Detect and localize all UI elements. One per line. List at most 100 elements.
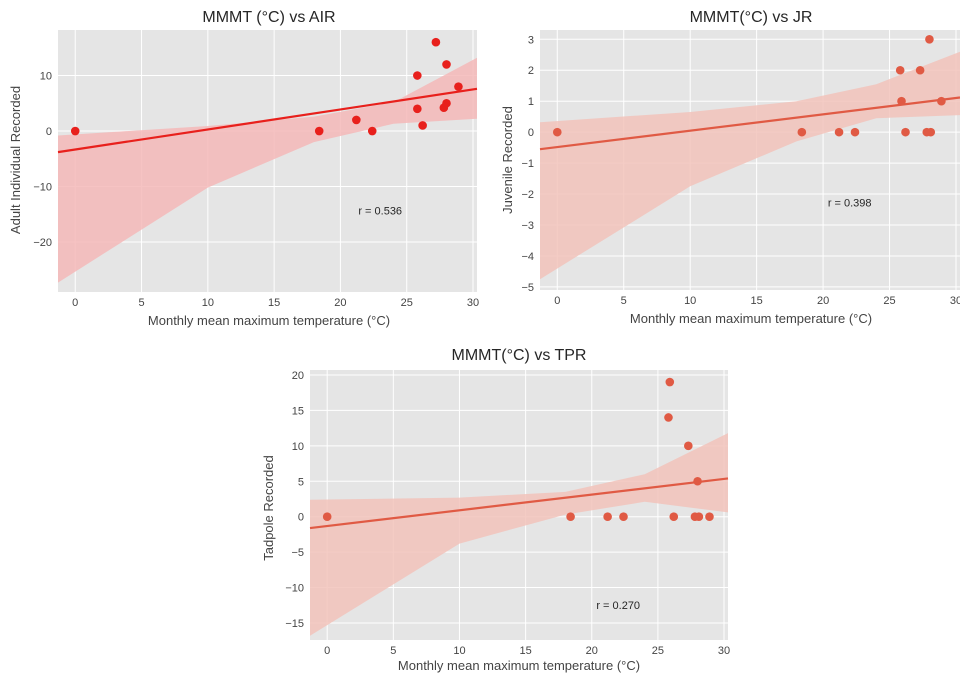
data-point	[897, 96, 906, 106]
y-tick-label: −10	[33, 182, 52, 194]
y-tick-label: −1	[521, 158, 534, 170]
confidence-band	[540, 51, 960, 280]
data-point	[926, 127, 936, 137]
x-tick-label: 20	[817, 295, 829, 307]
x-tick-label: 25	[652, 645, 664, 657]
x-tick-label: 10	[684, 295, 696, 307]
y-tick-label: −4	[521, 251, 534, 263]
data-point	[901, 127, 910, 137]
correlation-annotation: r = 0.536	[358, 205, 402, 217]
y-tick-label: 2	[528, 65, 534, 77]
y-tick-label: 10	[292, 441, 304, 453]
y-tick-label: 1	[528, 96, 534, 108]
data-point	[413, 104, 422, 114]
data-point	[454, 82, 463, 91]
x-tick-label: 25	[401, 297, 413, 309]
y-tick-label: −2	[521, 189, 534, 201]
y-tick-label: −10	[285, 583, 304, 595]
data-point	[418, 121, 427, 130]
data-point	[664, 413, 673, 422]
data-point	[70, 126, 80, 136]
y-tick-label: 3	[528, 34, 534, 46]
data-point	[352, 115, 361, 125]
x-tick-label: 10	[453, 645, 465, 657]
data-point	[834, 127, 844, 137]
y-tick-label: 20	[292, 370, 304, 382]
data-point	[925, 34, 934, 44]
y-axis-label: Juvenile Recorded	[500, 106, 515, 214]
y-tick-label: −20	[33, 237, 52, 249]
chart-air: MMMT (°C) vs AIR Monthly mean maximum te…	[8, 9, 479, 328]
y-axis-label: Tadpole Recorded	[261, 455, 276, 561]
plot-area	[539, 30, 960, 290]
data-point	[705, 512, 714, 521]
x-tick-label: 25	[883, 295, 895, 307]
chart-jr: MMMT(°C) vs JR Monthly mean maximum temp…	[500, 9, 960, 326]
x-tick-label: 15	[519, 645, 531, 657]
data-point	[850, 127, 860, 137]
data-point	[669, 512, 679, 521]
x-tick-label: 0	[554, 295, 560, 307]
y-tick-label: 0	[528, 127, 534, 139]
plot-area	[57, 30, 478, 292]
y-axis-label: Adult Individual Recorded	[8, 86, 23, 234]
chart-tpr: MMMT(°C) vs TPR Monthly mean maximum tem…	[261, 347, 730, 673]
data-point	[895, 65, 905, 75]
x-tick-label: 0	[72, 297, 78, 309]
x-tick-label: 20	[334, 297, 346, 309]
confidence-band	[310, 433, 728, 636]
y-tick-label: 5	[298, 476, 304, 488]
data-point	[915, 65, 925, 75]
chart-title: MMMT(°C) vs TPR	[452, 347, 587, 364]
confidence-band	[58, 57, 477, 283]
regression-line	[539, 96, 960, 151]
x-tick-label: 30	[950, 295, 960, 307]
correlation-annotation: r = 0.270	[596, 600, 640, 612]
data-point	[552, 127, 562, 137]
chart-title: MMMT(°C) vs JR	[690, 9, 813, 26]
data-point	[442, 98, 451, 108]
data-point	[693, 476, 702, 486]
correlation-annotation: r = 0.398	[828, 197, 872, 209]
x-tick-label: 10	[202, 297, 214, 309]
x-tick-label: 15	[751, 295, 763, 307]
data-point	[665, 377, 675, 387]
data-point	[694, 512, 704, 521]
y-tick-label: 0	[46, 126, 52, 138]
x-tick-label: 30	[467, 297, 479, 309]
data-point	[442, 60, 451, 69]
plot-area	[309, 370, 729, 640]
x-tick-label: 0	[324, 645, 330, 657]
y-tick-label: −3	[521, 220, 534, 232]
data-point	[413, 71, 422, 80]
x-tick-label: 5	[390, 645, 396, 657]
data-point	[367, 126, 377, 136]
regression-line	[309, 477, 729, 530]
x-tick-label: 5	[138, 297, 144, 309]
y-tick-label: −15	[285, 618, 304, 630]
x-axis-label: Monthly mean maximum temperature (°C)	[630, 311, 872, 326]
data-point	[314, 126, 324, 136]
y-tick-label: 15	[292, 405, 304, 417]
data-point	[431, 37, 441, 47]
data-point	[566, 512, 575, 521]
data-point	[684, 441, 693, 451]
y-tick-label: 10	[40, 71, 52, 83]
y-tick-label: −5	[291, 547, 304, 559]
y-tick-label: −5	[521, 282, 534, 294]
chart-title: MMMT (°C) vs AIR	[202, 9, 335, 26]
x-axis-label: Monthly mean maximum temperature (°C)	[398, 658, 640, 673]
x-tick-label: 20	[586, 645, 598, 657]
x-tick-label: 30	[718, 645, 730, 657]
x-axis-label: Monthly mean maximum temperature (°C)	[148, 313, 390, 328]
y-tick-label: 0	[298, 512, 304, 524]
data-point	[603, 512, 612, 521]
data-point	[797, 127, 807, 137]
data-point	[937, 96, 946, 106]
x-tick-label: 15	[268, 297, 280, 309]
data-point	[619, 512, 628, 521]
data-point	[322, 512, 332, 521]
x-tick-label: 5	[621, 295, 627, 307]
regression-line	[57, 87, 478, 154]
